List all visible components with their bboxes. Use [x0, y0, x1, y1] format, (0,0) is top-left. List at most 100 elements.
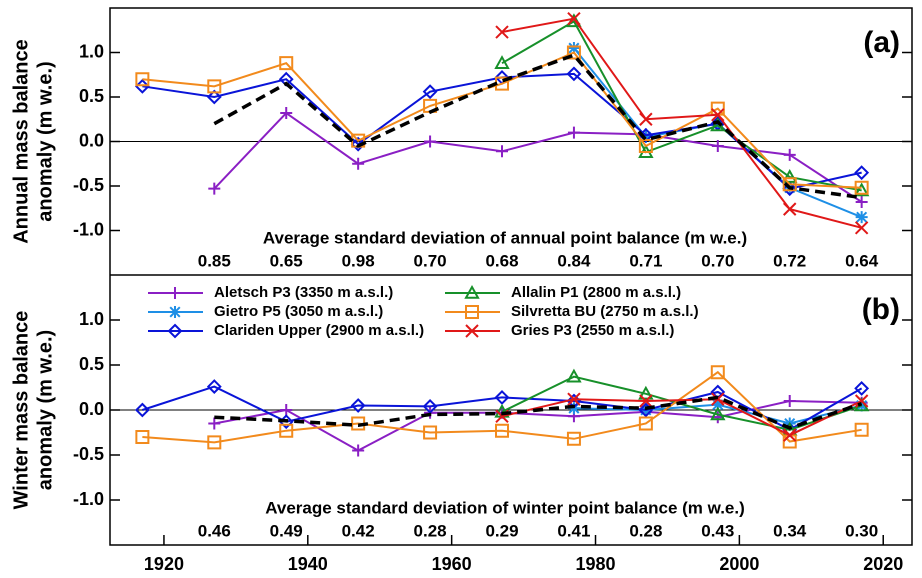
marker: [206, 379, 222, 395]
marker: [423, 425, 438, 440]
y-tick-label: 0.0: [79, 130, 104, 150]
x-tick-label: 2000: [719, 554, 759, 574]
marker: [855, 196, 868, 209]
marker: [855, 211, 868, 224]
marker: [207, 79, 222, 94]
x-tick-label: 1940: [288, 554, 328, 574]
series-line: [501, 398, 863, 437]
mean-line: [214, 395, 863, 430]
y-axis-label: Winter mass balance: [10, 311, 32, 510]
marker: [710, 406, 726, 421]
marker: [711, 108, 725, 122]
std-label: 0.68: [485, 251, 518, 270]
marker: [854, 380, 870, 396]
marker: [495, 76, 510, 91]
marker: [423, 98, 438, 113]
std-label: 0.70: [701, 251, 734, 270]
std-label: 0.84: [557, 251, 591, 270]
marker: [854, 422, 869, 437]
y-tick-label: -0.5: [73, 175, 104, 195]
marker: [495, 423, 510, 438]
y-axis-label: Annual mass balance: [10, 39, 32, 244]
marker: [279, 423, 294, 438]
legend-marker: [167, 323, 183, 339]
marker: [351, 133, 366, 148]
marker: [566, 368, 582, 383]
marker: [638, 416, 653, 431]
marker: [854, 180, 869, 195]
marker: [638, 385, 654, 400]
std-label: 0.28: [629, 521, 662, 540]
y-tick-label: 0.0: [79, 399, 104, 419]
marker: [494, 389, 510, 405]
marker: [495, 25, 509, 39]
legend-marker: [169, 306, 181, 318]
std-label: 0.30: [845, 521, 878, 540]
marker: [208, 182, 221, 195]
y-tick-label: 1.0: [79, 41, 104, 61]
std-label: 0.70: [414, 251, 447, 270]
legend-label: Gries P3 (2550 m a.s.l.): [511, 322, 674, 339]
std-label: 0.65: [270, 251, 303, 270]
mean-line: [213, 53, 862, 200]
series-line: [501, 17, 862, 229]
marker: [783, 202, 797, 216]
y-tick-label: 0.5: [79, 86, 104, 106]
series-line: [214, 399, 862, 452]
marker: [567, 126, 580, 139]
x-tick-label: 2020: [863, 554, 903, 574]
legend-label: Clariden Upper (2900 m a.s.l.): [214, 322, 424, 339]
series-line: [142, 72, 862, 190]
std-label: 0.46: [198, 521, 231, 540]
std-title: Average standard deviation of annual poi…: [263, 228, 747, 247]
marker: [783, 428, 797, 442]
marker: [351, 416, 366, 431]
marker: [280, 404, 293, 416]
marker: [352, 157, 365, 170]
marker: [207, 435, 222, 450]
marker: [135, 72, 150, 87]
marker: [711, 139, 724, 152]
legend-label: Aletsch P3 (3350 m a.s.l.): [214, 284, 393, 301]
marker: [566, 66, 582, 82]
std-label: 0.34: [773, 521, 807, 540]
marker: [424, 135, 437, 148]
legend-label: Silvretta BU (2750 m a.s.l.): [511, 303, 699, 320]
marker: [854, 394, 869, 408]
series-line: [501, 19, 862, 192]
y-tick-label: 0.5: [79, 354, 104, 374]
std-label: 0.42: [342, 521, 375, 540]
marker: [639, 394, 653, 408]
marker: [853, 182, 870, 197]
marker: [422, 84, 438, 100]
marker: [352, 444, 365, 457]
marker: [567, 11, 581, 26]
marker: [639, 112, 653, 126]
plot-frame: [109, 7, 913, 546]
marker: [567, 392, 581, 406]
marker: [710, 365, 725, 380]
marker: [279, 56, 294, 71]
y-tick-label: -1.0: [73, 219, 104, 239]
std-label: 0.41: [557, 521, 590, 540]
std-label: 0.98: [342, 251, 375, 270]
marker: [135, 430, 150, 444]
marker: [280, 107, 293, 120]
y-axis-label: anomaly (m w.e.): [34, 330, 56, 490]
marker: [422, 398, 438, 414]
marker: [638, 138, 653, 153]
y-axis-label: anomaly (m w.e.): [34, 61, 56, 221]
series-line: [142, 385, 863, 431]
std-label: 0.71: [629, 251, 662, 270]
marker: [854, 221, 869, 235]
marker: [854, 165, 870, 181]
marker: [566, 45, 581, 60]
legend-label: Allalin P1 (2800 m a.s.l.): [511, 284, 681, 301]
std-label: 0.43: [701, 521, 734, 540]
y-tick-label: -1.0: [73, 489, 104, 509]
panel-label: (a): [863, 26, 900, 59]
std-title: Average standard deviation of winter poi…: [265, 498, 745, 517]
marker: [566, 431, 581, 446]
legend-label: Gietro P5 (3050 m a.s.l.): [214, 303, 383, 320]
